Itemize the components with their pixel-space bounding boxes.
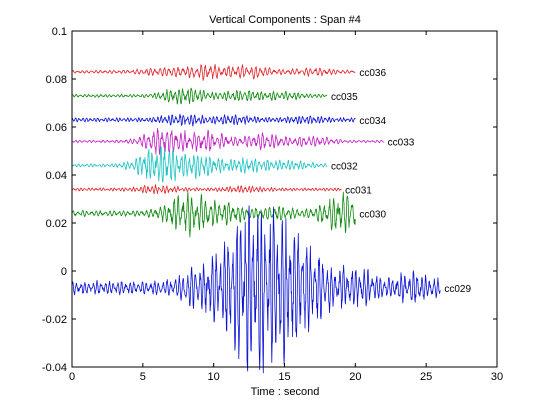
series-label: cc029 <box>444 284 471 295</box>
series-label: cc034 <box>359 116 386 127</box>
series-line-cc033 <box>71 127 385 155</box>
x-tick-label: 30 <box>491 371 503 383</box>
x-tick-label: 5 <box>140 371 146 383</box>
y-axis: -0.04 -0.02 0 0.02 0.04 0.06 0.08 0.1 <box>42 26 497 374</box>
series-line-cc035 <box>71 87 328 105</box>
series-line-cc030 <box>71 191 356 238</box>
x-axis: 0 5 10 15 20 25 30 <box>69 31 503 383</box>
x-axis-label: Time : second <box>251 386 320 398</box>
y-tick-label: -0.04 <box>42 362 67 374</box>
x-tick-label: 20 <box>349 371 361 383</box>
y-tick-label: 0 <box>61 266 67 278</box>
y-tick-label: 0.08 <box>46 74 67 86</box>
y-tick-label: 0.02 <box>46 218 67 230</box>
series-line-cc031 <box>71 184 342 195</box>
series-label: cc032 <box>331 161 358 172</box>
series-label: cc036 <box>359 68 386 79</box>
y-tick-label: -0.02 <box>42 314 67 326</box>
x-tick-label: 25 <box>420 371 432 383</box>
series-label: cc030 <box>359 209 386 220</box>
series-line-cc029 <box>71 205 441 374</box>
x-tick-label: 0 <box>69 371 75 383</box>
series-label: cc035 <box>331 92 358 103</box>
x-tick-label: 10 <box>208 371 220 383</box>
series-line-cc036 <box>71 63 356 81</box>
series-line-cc032 <box>71 145 328 183</box>
y-tick-label: 0.04 <box>46 170 67 182</box>
series-label: cc033 <box>388 137 415 148</box>
y-tick-label: 0.06 <box>46 122 67 134</box>
series-line-cc034 <box>71 113 356 127</box>
chart-title: Vertical Components : Span #4 <box>209 14 361 26</box>
y-tick-label: 0.1 <box>52 26 67 38</box>
series-label: cc031 <box>345 185 372 196</box>
x-tick-label: 15 <box>278 371 290 383</box>
